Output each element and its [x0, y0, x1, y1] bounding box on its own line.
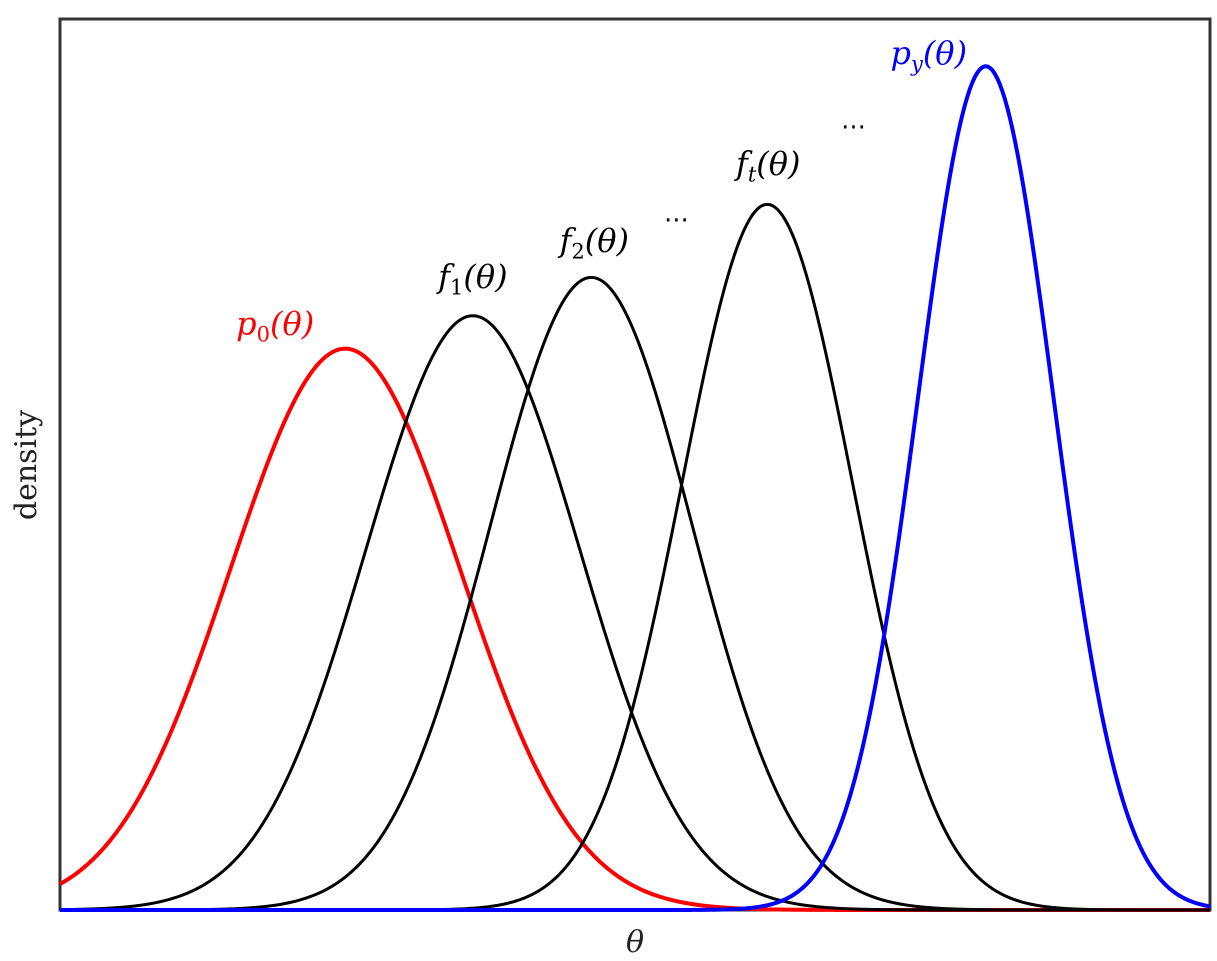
ellipsis-annotation-1: ...	[841, 106, 866, 136]
series-label-3: ft(θ)	[734, 144, 801, 186]
series-label-4: py(θ)	[890, 34, 967, 76]
ellipsis-annotation-0: ...	[664, 198, 689, 228]
series-line-4	[60, 64, 1211, 912]
series-line-0	[59, 346, 1210, 912]
x-axis-label: θ	[626, 925, 644, 960]
series-label-1: f1(θ)	[436, 258, 507, 300]
series-line-2	[60, 275, 1210, 912]
series-label-2: f2(θ)	[558, 221, 629, 263]
plot-frame	[58, 17, 1212, 912]
series-line-1	[59, 314, 1210, 912]
series-label-0: p0(θ)	[236, 305, 314, 347]
labels-group: p0(θ) f1(θ) f2(θ) ft(θ) py(θ)......	[236, 34, 967, 346]
curves-group	[59, 64, 1211, 912]
y-axis-label: density	[9, 410, 44, 520]
